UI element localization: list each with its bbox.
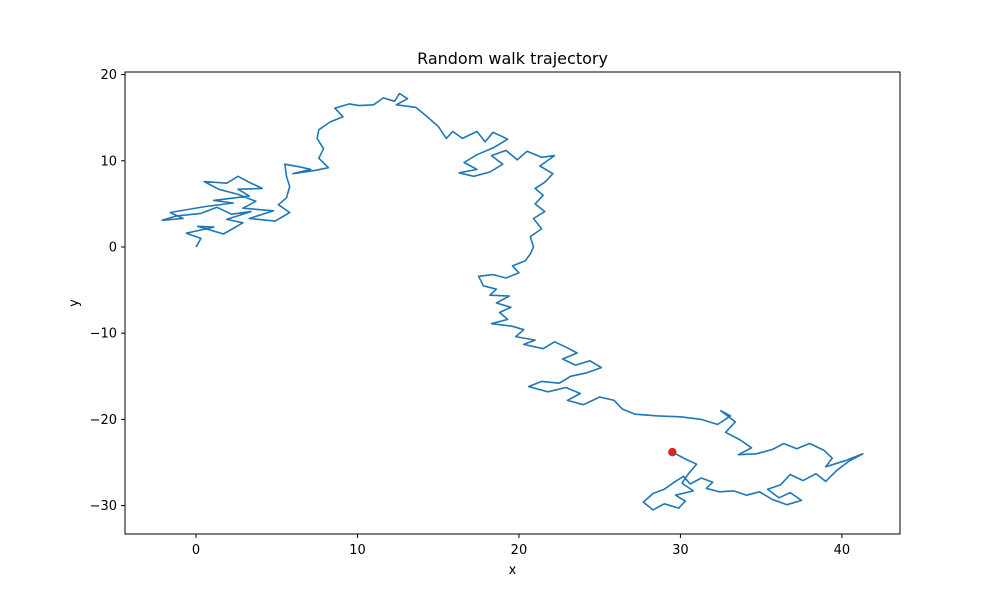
y-tick-label: 0 — [109, 240, 117, 255]
x-axis-label: x — [509, 563, 517, 578]
y-tick-label: 20 — [100, 68, 117, 83]
x-tick-label: 30 — [672, 543, 689, 558]
trajectory-line-0 — [161, 92, 864, 511]
x-tick-label: 20 — [511, 543, 528, 558]
y-axis-ticks: −30 −20 −10 0 10 20 — [90, 68, 125, 514]
x-tick-label: 10 — [349, 543, 366, 558]
plot-area — [125, 72, 900, 534]
y-axis-label: y — [67, 299, 82, 307]
x-tick-label: 40 — [834, 543, 851, 558]
y-tick-label: −30 — [90, 499, 117, 514]
y-tick-label: −20 — [90, 413, 117, 428]
plot-frame — [124, 71, 901, 535]
data-layer — [161, 92, 864, 511]
chart-title: Random walk trajectory — [417, 49, 608, 68]
y-tick-label: 10 — [100, 154, 117, 169]
end-point-marker — [668, 447, 677, 457]
y-tick-label: −10 — [90, 327, 117, 342]
x-axis-ticks: 0 10 20 30 40 — [192, 534, 850, 558]
x-tick-label: 0 — [192, 543, 200, 558]
